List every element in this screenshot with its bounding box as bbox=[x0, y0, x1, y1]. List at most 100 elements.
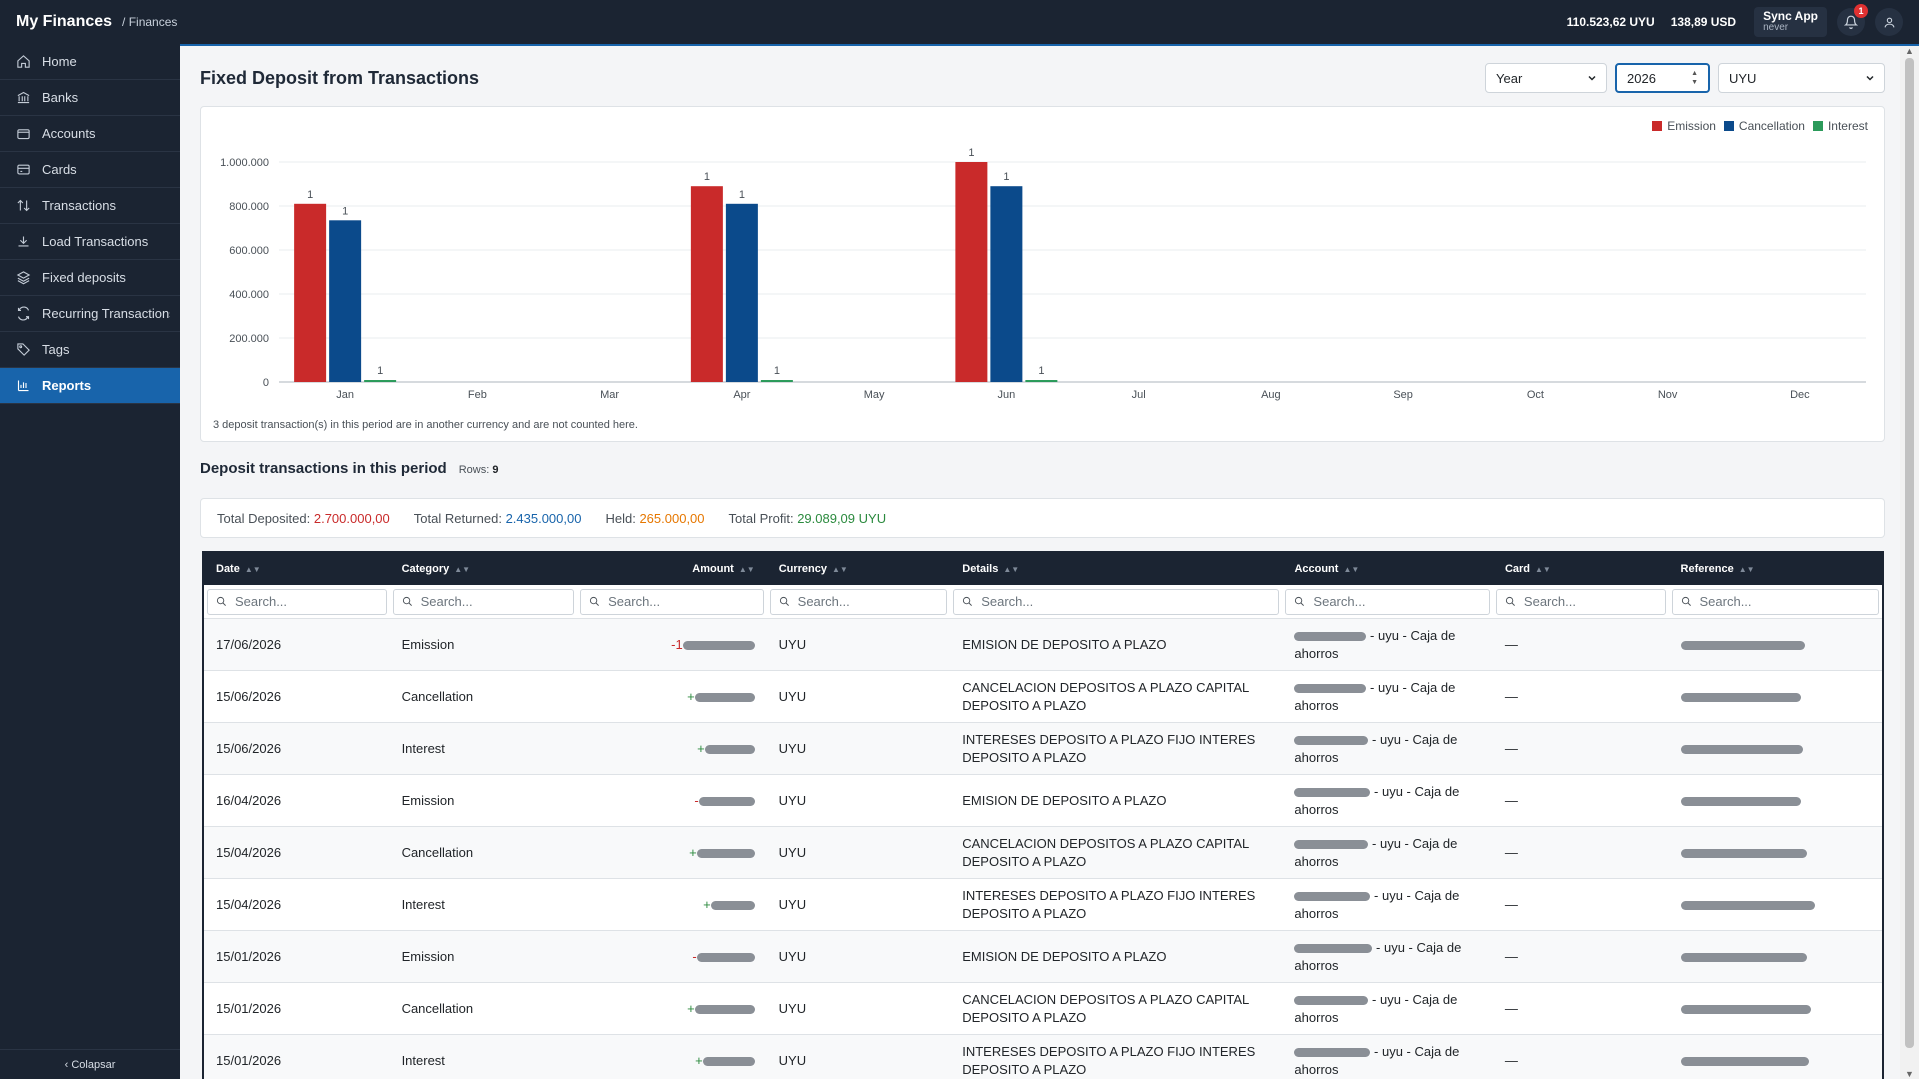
sync-app-button[interactable]: Sync App never bbox=[1754, 7, 1827, 37]
scrollbar-thumb[interactable] bbox=[1905, 58, 1914, 1048]
x-tick-label: Feb bbox=[468, 389, 487, 401]
sidebar-item-label: Tags bbox=[42, 342, 70, 357]
redacted-reference bbox=[1680, 1057, 1809, 1067]
search-placeholder: Search... bbox=[420, 594, 473, 609]
column-header-category[interactable]: Category ▲▼ bbox=[390, 563, 578, 575]
sidebar-item-accounts[interactable]: Accounts bbox=[0, 116, 180, 152]
legend-item-interest[interactable]: Interest bbox=[1812, 119, 1868, 133]
totals-bar: Total Deposited: 2.700.000,00 Total Retu… bbox=[200, 498, 1885, 538]
collapse-sidebar-button[interactable]: ‹ Colapsar bbox=[0, 1049, 180, 1079]
account-text: - uyu - Caja de ahorros bbox=[1294, 679, 1456, 713]
total-returned-value: 2.435.000,00 bbox=[505, 510, 582, 526]
credit-card-icon bbox=[17, 164, 30, 175]
column-header-amount[interactable]: Amount ▲▼ bbox=[577, 563, 767, 575]
search-input-card[interactable]: Search... bbox=[1495, 588, 1666, 615]
column-header-account[interactable]: Account ▲▼ bbox=[1282, 563, 1493, 575]
table-row[interactable]: 15/06/2026 Cancellation + UYU CANCELACION DE… bbox=[204, 671, 1882, 723]
search-input-category[interactable]: Search... bbox=[392, 588, 575, 615]
redacted-reference bbox=[1680, 745, 1803, 755]
x-tick-label: Oct bbox=[1527, 389, 1544, 401]
currency-select[interactable]: UYU bbox=[1718, 63, 1885, 93]
search-input-details[interactable]: Search... bbox=[953, 588, 1280, 615]
cell-category: Cancellation bbox=[401, 689, 474, 704]
sidebar-item-home[interactable]: Home bbox=[0, 44, 180, 80]
app-brand[interactable]: My Finances bbox=[16, 13, 113, 30]
table-row[interactable]: 16/04/2026 Emission - UYU EMISION DE DEPOSIT… bbox=[204, 775, 1882, 827]
amount-sign: + bbox=[697, 741, 705, 756]
cell-category: Emission bbox=[401, 637, 455, 652]
year-input[interactable]: 2026 ▲ ▼ bbox=[1615, 63, 1710, 93]
sidebar-item-cards[interactable]: Cards bbox=[0, 152, 180, 188]
bar-cancellation bbox=[329, 220, 362, 382]
cell-reference bbox=[1669, 741, 1882, 756]
column-header-card[interactable]: Card ▲▼ bbox=[1493, 563, 1669, 575]
x-tick-label: Aug bbox=[1261, 389, 1281, 401]
sidebar-item-transactions[interactable]: Transactions bbox=[0, 188, 180, 224]
search-input-amount[interactable]: Search... bbox=[580, 588, 764, 615]
scroll-down-icon[interactable]: ▼ bbox=[1905, 1069, 1914, 1079]
search-icon bbox=[1295, 596, 1305, 606]
sidebar-item-reports[interactable]: Reports bbox=[0, 368, 180, 404]
search-input-account[interactable]: Search... bbox=[1285, 588, 1490, 615]
chart-legend: Emission Cancellation Interest bbox=[1644, 119, 1868, 133]
search-input-date[interactable]: Search... bbox=[207, 588, 387, 615]
year-spinner-icon[interactable]: ▲ ▼ bbox=[1691, 70, 1698, 86]
data-label: 1 bbox=[307, 189, 313, 201]
cell-date: 17/06/2026 bbox=[216, 637, 282, 652]
cell-amount: + bbox=[577, 845, 767, 860]
bar-interest bbox=[1025, 380, 1058, 382]
legend-item-cancellation[interactable]: Cancellation bbox=[1723, 119, 1805, 133]
cell-details: INTERESES DEPOSITO A PLAZO FIJO INTERES … bbox=[962, 1043, 1256, 1077]
sidebar-item-load-transactions[interactable]: Load Transactions bbox=[0, 224, 180, 260]
cell-currency: UYU bbox=[778, 637, 807, 652]
search-input-reference[interactable]: Search... bbox=[1671, 588, 1879, 615]
table-row[interactable]: 15/01/2026 Interest + UYU INTERESES DEPOSITO… bbox=[204, 1035, 1882, 1079]
sort-icon: ▲▼ bbox=[454, 564, 471, 574]
cell-reference bbox=[1669, 637, 1882, 652]
cell-currency: UYU bbox=[778, 741, 807, 756]
amount-sign: + bbox=[687, 1001, 695, 1016]
redacted-reference bbox=[1680, 953, 1807, 963]
table-row[interactable]: 17/06/2026 Emission -1 UYU EMISION DE DEPOSI… bbox=[204, 619, 1882, 671]
legend-item-emission[interactable]: Emission bbox=[1652, 119, 1716, 133]
cell-currency: UYU bbox=[778, 1053, 807, 1068]
amount-sign: + bbox=[689, 845, 697, 860]
sidebar-item-recurring-transactions[interactable]: Recurring Transactions bbox=[0, 296, 180, 332]
sidebar-item-tags[interactable]: Tags bbox=[0, 332, 180, 368]
legend-swatch bbox=[1652, 121, 1663, 131]
top-bar: My Finances / Finances 110.523,62 UYU 13… bbox=[0, 0, 1919, 44]
table-row[interactable]: 15/04/2026 Interest + UYU INTERESES DEPOSITO… bbox=[204, 879, 1882, 931]
cell-account: - uyu - Caja de ahorros bbox=[1282, 731, 1493, 767]
search-placeholder: Search... bbox=[608, 594, 661, 609]
cell-reference bbox=[1669, 845, 1882, 860]
sidebar-item-fixed-deposits[interactable]: Fixed deposits bbox=[0, 260, 180, 296]
column-header-details[interactable]: Details ▲▼ bbox=[950, 563, 1282, 575]
rows-count: Rows: 9 bbox=[459, 464, 499, 476]
account-text: - uyu - Caja de ahorros bbox=[1294, 731, 1458, 765]
main-content: Fixed Deposit from Transactions Year 202… bbox=[180, 46, 1900, 1079]
table-row[interactable]: 15/01/2026 Cancellation + UYU CANCELACION DE… bbox=[204, 983, 1882, 1035]
column-header-currency[interactable]: Currency ▲▼ bbox=[767, 563, 951, 575]
period-select[interactable]: Year bbox=[1485, 63, 1607, 93]
cell-category: Emission bbox=[401, 949, 455, 964]
table-row[interactable]: 15/04/2026 Cancellation + UYU CANCELACION DE… bbox=[204, 827, 1882, 879]
filter-row: Search... Search... Search... Search... Sear… bbox=[204, 585, 1882, 619]
y-tick-label: 800.000 bbox=[229, 201, 269, 213]
column-header-date[interactable]: Date ▲▼ bbox=[204, 563, 390, 575]
sidebar-item-banks[interactable]: Banks bbox=[0, 80, 180, 116]
notifications-button[interactable]: 1 bbox=[1837, 4, 1868, 36]
table-row[interactable]: 15/06/2026 Interest + UYU INTERESES DEPOSITO… bbox=[204, 723, 1882, 775]
cell-reference bbox=[1669, 1053, 1882, 1068]
bar-interest bbox=[760, 380, 793, 382]
column-label: Date bbox=[216, 563, 240, 575]
table-row[interactable]: 15/01/2026 Emission - UYU EMISION DE DEPOSIT… bbox=[204, 931, 1882, 983]
search-input-currency[interactable]: Search... bbox=[769, 588, 948, 615]
x-tick-label: Sep bbox=[1393, 389, 1413, 401]
user-menu-button[interactable] bbox=[1875, 8, 1903, 36]
bell-icon bbox=[1844, 15, 1858, 29]
page-scrollbar[interactable]: ▲ ▼ bbox=[1900, 46, 1919, 1079]
cell-account: - uyu - Caja de ahorros bbox=[1282, 835, 1493, 871]
cell-category: Cancellation bbox=[401, 845, 474, 860]
scroll-up-icon[interactable]: ▲ bbox=[1905, 46, 1914, 56]
column-header-reference[interactable]: Reference ▲▼ bbox=[1669, 563, 1882, 575]
